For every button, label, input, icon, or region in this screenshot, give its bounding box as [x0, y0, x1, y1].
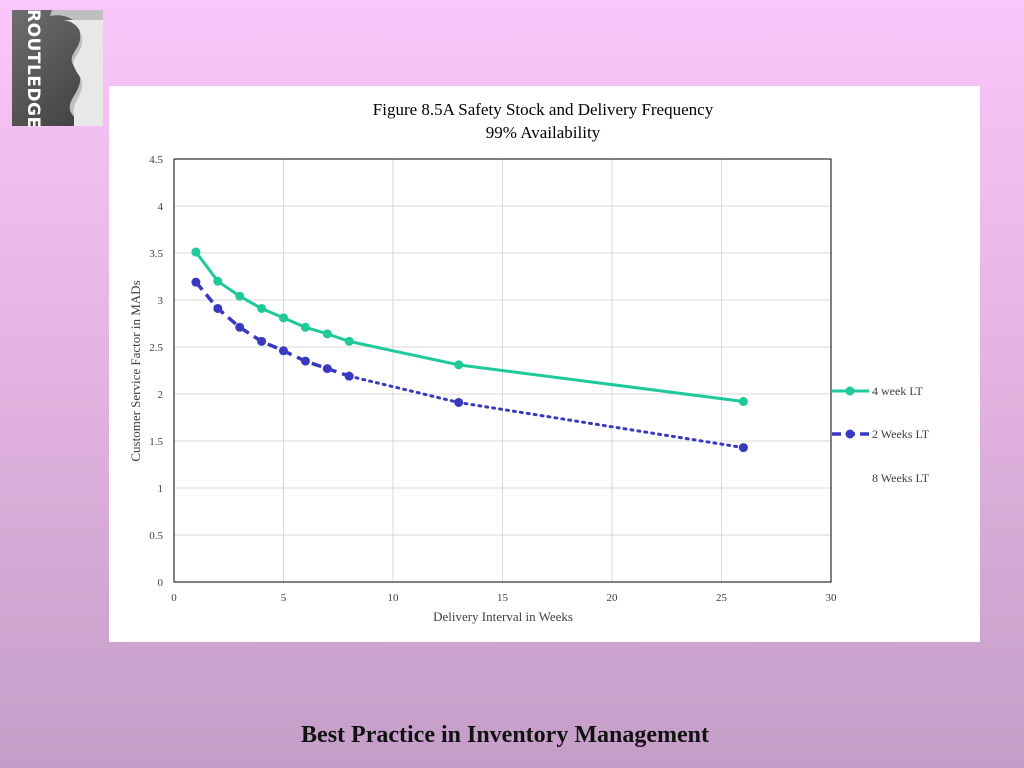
legend-marker — [845, 386, 855, 396]
data-point — [322, 329, 332, 339]
y-axis-label: Customer Service Factor in MADs — [128, 280, 143, 461]
legend-item-0: 4 week LT — [832, 384, 924, 398]
x-tick-label: 20 — [607, 592, 619, 604]
logo-wordmark: ROUTLEDGE — [23, 9, 43, 129]
data-point — [235, 291, 245, 301]
series-line — [194, 251, 744, 403]
series-line-dashed — [194, 280, 350, 378]
legend-label: 8 Weeks LT — [872, 471, 930, 485]
data-point — [300, 356, 310, 366]
x-tick-label: 25 — [716, 592, 728, 604]
line-chart: Figure 8.5A Safety Stock and Delivery Fr… — [128, 100, 930, 624]
data-point — [300, 322, 310, 332]
y-tick-label: 4 — [158, 201, 164, 213]
y-tick-label: 1.5 — [149, 436, 163, 448]
y-tick-label: 3 — [158, 295, 164, 307]
data-point — [738, 397, 748, 407]
x-tick-label: 15 — [497, 592, 509, 604]
plot-area-border — [173, 158, 832, 583]
axis-ticks: 0 0.5 1 1.5 2 2.5 3 3.5 4 4.5 0 5 10 15 20 25 30 — [149, 154, 837, 604]
chart-title: Figure 8.5A Safety Stock and Delivery Fr… — [373, 100, 714, 119]
y-tick-label: 0 — [158, 577, 164, 589]
data-point — [344, 371, 354, 381]
series-1 — [191, 277, 748, 453]
y-tick-label: 4.5 — [149, 154, 163, 166]
footer-title: Best Practice in Inventory Management — [301, 722, 709, 748]
x-tick-label: 10 — [388, 592, 400, 604]
y-tick-label: 2.5 — [149, 342, 163, 354]
data-point — [454, 397, 464, 407]
chart-legend: 4 week LT 2 Weeks LT 8 Weeks LT — [832, 384, 930, 485]
data-point — [344, 336, 354, 346]
data-point — [257, 336, 267, 346]
legend-marker — [845, 473, 855, 483]
profile-faces-icon — [50, 10, 103, 126]
y-tick-label: 1 — [158, 483, 164, 495]
legend-marker — [845, 429, 855, 439]
x-axis-label: Delivery Interval in Weeks — [433, 609, 573, 624]
data-point — [257, 303, 267, 313]
y-tick-label: 3.5 — [149, 248, 163, 260]
x-tick-label: 0 — [171, 592, 177, 604]
y-tick-label: 0.5 — [149, 530, 163, 542]
legend-label: 2 Weeks LT — [872, 427, 930, 441]
x-tick-label: 5 — [281, 592, 287, 604]
legend-label: 4 week LT — [872, 384, 924, 398]
series-0 — [191, 247, 748, 407]
data-point — [738, 443, 748, 453]
series-line-dotted — [347, 374, 745, 450]
data-point — [191, 247, 201, 257]
data-point — [235, 322, 245, 332]
y-tick-label: 2 — [158, 389, 164, 401]
chart-subtitle: 99% Availability — [486, 123, 601, 142]
data-point — [279, 313, 288, 323]
data-point — [454, 360, 464, 370]
routledge-logo: ROUTLEDGE — [12, 9, 103, 129]
legend-item-1: 2 Weeks LT — [832, 427, 930, 441]
x-tick-label: 30 — [826, 592, 838, 604]
data-point — [322, 364, 332, 374]
chart-panel: Figure 8.5A Safety Stock and Delivery Fr… — [109, 86, 980, 642]
data-point — [279, 346, 288, 356]
series-layer — [191, 247, 748, 453]
data-point — [213, 303, 223, 313]
legend-item-2: 8 Weeks LT — [832, 471, 930, 485]
data-point — [191, 277, 201, 287]
data-point — [213, 276, 223, 286]
